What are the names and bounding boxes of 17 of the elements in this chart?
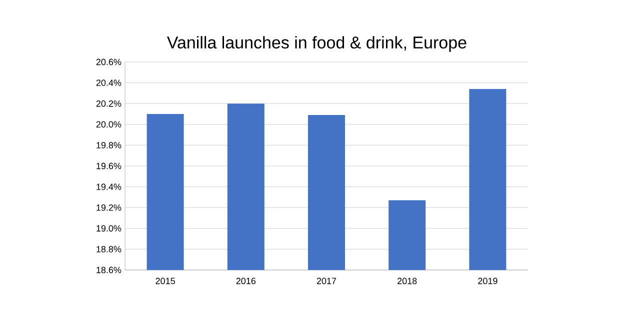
x-tick-label: 2016 xyxy=(236,278,256,284)
y-tick-label: 20.2% xyxy=(96,100,122,107)
y-tick-label: 19.4% xyxy=(96,184,122,190)
y-tick-label: 19.6% xyxy=(96,162,122,170)
y-tick-label: 19.2% xyxy=(96,204,122,211)
y-tick-label: 20.6% xyxy=(96,58,122,66)
y-tick-label: 19.8% xyxy=(96,142,122,148)
y-tick-label: 18.8% xyxy=(96,246,122,252)
x-tick-label: 2018 xyxy=(398,278,417,284)
x-tick-label: 2015 xyxy=(156,278,175,284)
chart-title: Vanilla launches in food & drink, Europe xyxy=(166,36,466,52)
x-tick-label: 2017 xyxy=(316,278,336,284)
y-tick-label: 20.4% xyxy=(96,80,122,86)
y-tick-label: 19.0% xyxy=(96,225,122,232)
x-tick-label: 2019 xyxy=(478,278,498,284)
y-tick-label: 18.6% xyxy=(96,266,122,274)
y-tick-label: 20.0% xyxy=(96,121,122,128)
